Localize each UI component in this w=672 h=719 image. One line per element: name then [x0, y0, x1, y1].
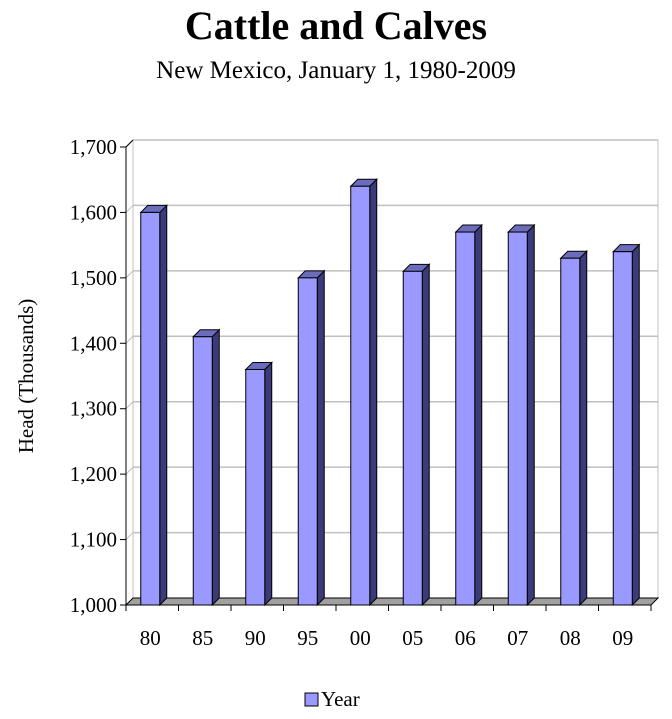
x-tick-label: 85	[192, 626, 213, 650]
tick-labels: 1,000 1,100 1,200 1,300 1,400 1,500 1,600 1,700…	[70, 135, 634, 650]
bar	[192, 336, 213, 606]
x-tick-label: 09	[612, 626, 633, 650]
gridline-depth	[125, 335, 134, 344]
y-tick-label: 1,600	[70, 200, 117, 224]
bar	[612, 251, 633, 606]
bar	[245, 368, 266, 606]
bar-side	[421, 263, 430, 607]
bar-side	[316, 269, 325, 607]
x-tick-label: 00	[350, 626, 371, 650]
y-tick-label: 1,200	[70, 462, 117, 486]
x-tick-label: 95	[297, 626, 318, 650]
bars	[139, 178, 641, 607]
bar	[297, 277, 318, 606]
bar-side	[211, 328, 220, 607]
bar-side	[369, 178, 378, 607]
y-tick-label: 1,000	[70, 593, 117, 617]
bar	[402, 270, 423, 606]
y-tick-label: 1,100	[70, 528, 117, 552]
x-tick-label: 05	[402, 626, 423, 650]
bar-side	[579, 250, 588, 607]
bar	[350, 185, 371, 606]
y-tick-label: 1,300	[70, 397, 117, 421]
bar	[560, 257, 581, 606]
bar-side	[264, 361, 273, 607]
x-tick-label: 07	[507, 626, 528, 650]
x-tick-label: 80	[140, 626, 161, 650]
bar-side	[474, 223, 483, 607]
y-tick-label: 1,500	[70, 266, 117, 290]
legend-swatch	[304, 692, 319, 707]
legend-label: Year	[321, 687, 360, 711]
legend: Year	[304, 687, 360, 711]
bar	[455, 231, 476, 606]
y-tick-label: 1,400	[70, 331, 117, 355]
bar-side	[159, 204, 168, 607]
gridline-depth	[125, 466, 134, 475]
bar	[507, 231, 528, 606]
gridline-depth	[125, 205, 134, 213]
chart-title: Cattle and Calves	[184, 3, 488, 48]
x-tick-label: 90	[245, 626, 266, 650]
bar-side	[631, 243, 640, 607]
chart-subtitle: New Mexico, January 1, 1980-2009	[156, 57, 516, 84]
gridline-depth	[125, 401, 134, 410]
bar-side	[526, 223, 535, 607]
y-axis-depth	[125, 139, 134, 148]
y-axis-title: Head (Thousands)	[14, 299, 38, 454]
y-tick-label: 1,700	[70, 135, 117, 159]
gridline-depth	[125, 532, 134, 540]
x-tick-label: 08	[560, 626, 581, 650]
bar	[140, 211, 161, 606]
gridline-depth	[125, 270, 134, 279]
x-tick-label: 06	[455, 626, 476, 650]
